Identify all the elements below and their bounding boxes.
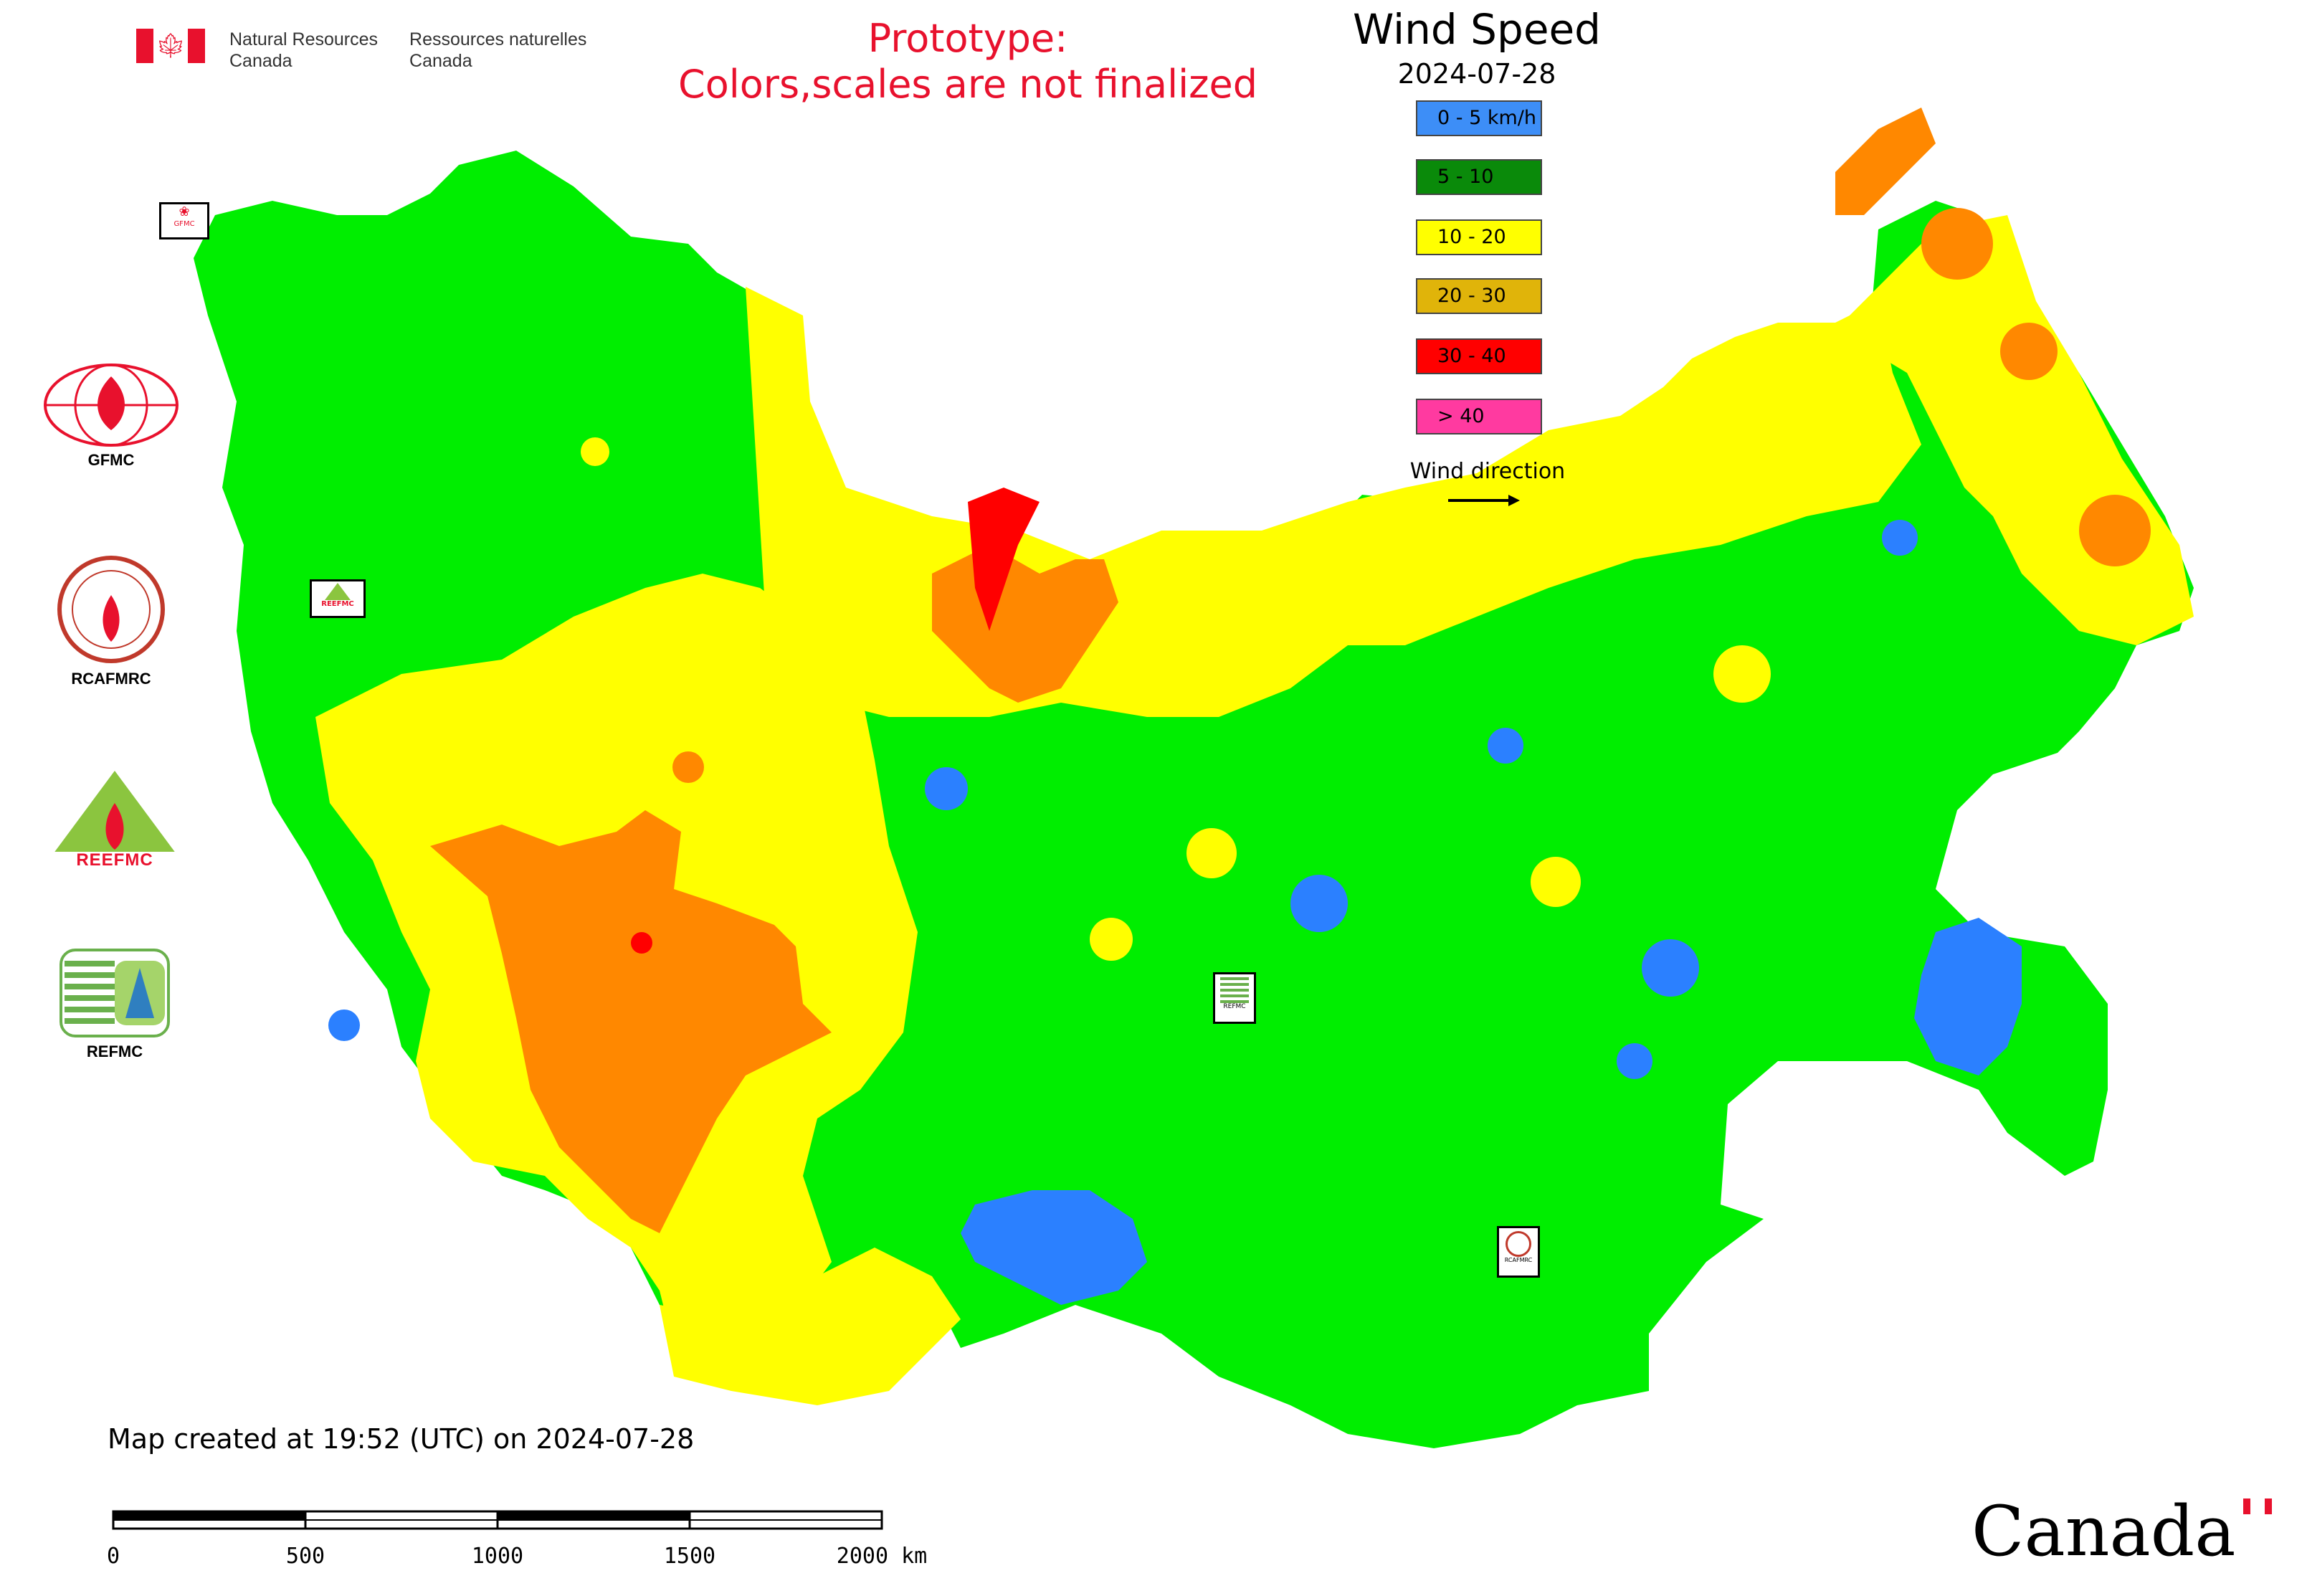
scale-tick-label: 1500 — [664, 1544, 715, 1569]
legend-title: Wind Speed — [1352, 5, 1602, 54]
moderate-wind-spot — [1090, 918, 1133, 961]
fresh-wind-zone-west — [430, 810, 832, 1233]
scale-tick-label: 500 — [286, 1544, 325, 1569]
moderate-wind-zone-south — [660, 1248, 961, 1405]
legend-item: 5 - 10 — [1416, 159, 1542, 195]
legend-item: > 40 — [1416, 399, 1542, 434]
fresh-wind-spot — [2000, 323, 2058, 380]
legend-item: 0 - 5 km/h — [1416, 100, 1542, 136]
moderate-wind-spot — [581, 437, 609, 466]
reefmc-triangle-icon — [43, 771, 186, 868]
calm-wind-spot — [328, 1010, 360, 1041]
calm-wind-spot — [1488, 728, 1523, 764]
wind-direction-arrow-icon — [1448, 495, 1520, 506]
legend-item: 10 - 20 — [1416, 219, 1542, 255]
reefmc-logo: REEFMC — [39, 767, 190, 875]
prototype-notice: Prototype: Colors,scales are not finaliz… — [678, 16, 1257, 107]
moderate-wind-spot — [1531, 857, 1581, 907]
fresh-wind-spot — [2079, 495, 2151, 566]
reefmc-map-marker: REEFMC — [310, 579, 366, 618]
org-name-en: Natural Resources Canada — [229, 29, 379, 71]
fresh-wind-zone-northeast — [1835, 108, 1936, 215]
calm-wind-spot — [1290, 875, 1348, 932]
calm-wind-zone-south — [961, 1190, 1147, 1305]
scale-bar: 0 500 1000 1500 2000 km — [108, 1510, 927, 1569]
refmc-logo: REFMC — [57, 946, 172, 1061]
calm-wind-spot — [1882, 520, 1918, 556]
calm-wind-spot — [1642, 939, 1699, 997]
calm-wind-zone-east — [1914, 918, 2022, 1075]
moderate-wind-spot — [1186, 828, 1237, 878]
fresh-wind-spot — [672, 751, 704, 783]
legend-item: 30 - 40 — [1416, 338, 1542, 374]
strong-wind-spot — [631, 932, 652, 954]
gfmc-logo: GFMC — [39, 362, 183, 470]
canada-flag-icon: 🍁︎ — [136, 29, 205, 63]
scale-tick-label: 2000 km — [837, 1544, 927, 1569]
org-name-fr: Ressources naturelles Canada — [409, 29, 587, 71]
legend-item: 20 - 30 — [1416, 278, 1542, 314]
moderate-wind-spot — [1713, 645, 1771, 703]
refmc-emblem-icon — [60, 949, 170, 1037]
rcafmrc-logo: RCAFMRC — [39, 552, 183, 688]
calm-wind-spot — [925, 767, 968, 810]
strong-wind-zone-north — [968, 488, 1040, 631]
wind-direction-label: Wind direction — [1409, 459, 1566, 484]
rcafmrc-seal-icon — [57, 556, 165, 663]
canada-wordmark: Canada — [1972, 1491, 2272, 1572]
nrcan-signature: 🍁︎ Natural Resources Canada Ressources n… — [136, 29, 586, 72]
map-created-note: Map created at 19:52 (UTC) on 2024-07-28 — [108, 1423, 695, 1455]
scale-tick-label: 0 — [108, 1544, 120, 1569]
rcafmrc-map-marker: RCAFMRC — [1497, 1226, 1540, 1278]
calm-wind-spot — [1617, 1043, 1652, 1079]
canada-flag-small-icon — [2242, 1498, 2272, 1514]
gfmc-map-marker: ❀ GFMC — [159, 202, 209, 239]
fresh-wind-spot — [1921, 208, 1993, 280]
refmc-map-marker: REFMC — [1213, 972, 1256, 1024]
gfmc-globe-icon — [44, 364, 179, 447]
legend-date: 2024-07-28 — [1397, 58, 1556, 90]
scale-tick-label: 1000 — [472, 1544, 523, 1569]
